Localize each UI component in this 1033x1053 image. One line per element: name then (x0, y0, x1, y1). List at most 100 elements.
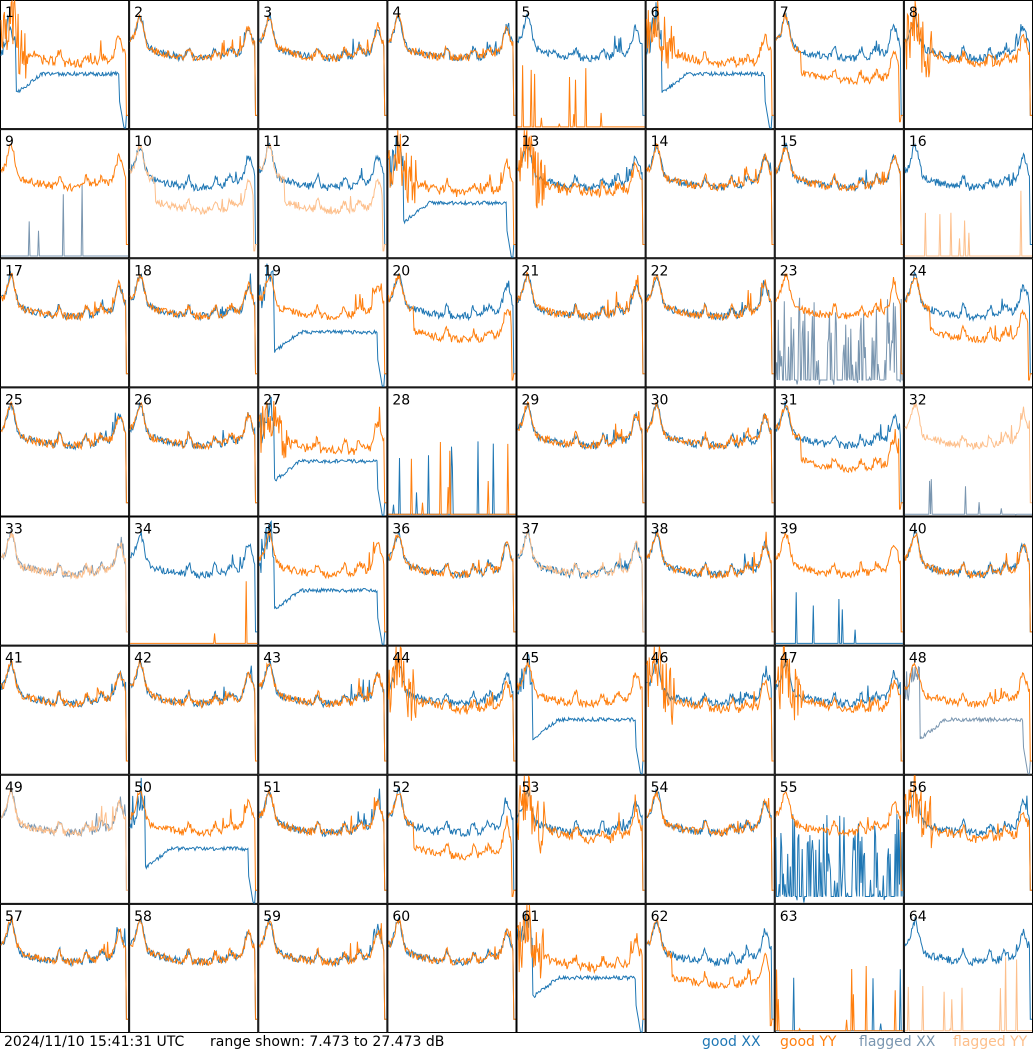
panel-number: 3 (263, 5, 272, 21)
panel-number: 23 (780, 263, 798, 279)
series-line-xx-2 (129, 16, 258, 116)
series-line-yy-61 (517, 904, 645, 1020)
series-line-yy-34 (130, 581, 258, 644)
panel-frame (258, 903, 388, 1033)
panel-frame (258, 774, 388, 904)
panel-number: 4 (392, 5, 401, 21)
panel-number: 6 (651, 5, 660, 21)
panel-number: 36 (392, 522, 410, 538)
timestamp: 2024/11/10 15:41:31 UTC (4, 1034, 185, 1050)
series-line-xx-34 (129, 531, 258, 633)
series-line-xx-40 (904, 530, 1032, 633)
panel-number: 1 (5, 5, 14, 21)
series-line-yy-62 (646, 917, 774, 1027)
series-line-yy-31 (775, 405, 903, 510)
panel-number: 16 (909, 134, 927, 150)
series-line-xx-47 (775, 660, 903, 762)
series-line-yy-24 (904, 276, 1032, 381)
panel-number: 40 (909, 522, 927, 538)
panel-number: 22 (651, 263, 669, 279)
series-line-yy-5 (517, 65, 645, 128)
panel-number: 30 (651, 392, 669, 408)
series-line-yy-11 (258, 143, 387, 252)
series-line-xx-52 (387, 788, 516, 891)
panel-frame (258, 0, 388, 130)
series-line-xx-50 (129, 777, 258, 904)
panel-number: 26 (134, 392, 152, 408)
panel-frame (645, 387, 775, 517)
panel-frame (774, 903, 904, 1033)
series-line-xx-57 (0, 919, 129, 1020)
series-line-xx-36 (387, 531, 516, 633)
series-line-xx-27 (258, 396, 387, 516)
series-line-xx-19 (258, 263, 387, 387)
panel-frame (516, 258, 646, 388)
series-line-yy-60 (387, 918, 516, 1020)
panel-number: 52 (392, 780, 410, 796)
panel-number: 60 (392, 909, 410, 925)
series-line-yy-56 (904, 775, 1032, 891)
panel-frame (774, 387, 904, 517)
series-line-yy-43 (258, 662, 387, 762)
series-line-yy-33 (0, 531, 129, 633)
series-line-yy-45 (517, 659, 645, 762)
series-line-yy-12 (387, 130, 516, 245)
panel-frame (516, 0, 646, 130)
series-line-yy-57 (0, 916, 129, 1020)
series-line-yy-42 (129, 658, 258, 762)
series-line-xx-58 (129, 918, 258, 1020)
series-line-yy-63 (775, 965, 903, 1032)
panel-number: 20 (392, 263, 410, 279)
panel-number: 27 (263, 392, 281, 408)
panel-number: 53 (522, 780, 540, 796)
series-line-yy-53 (517, 775, 645, 891)
panel-frame (0, 516, 130, 646)
panel-frame (258, 129, 388, 259)
panel-frame (129, 0, 259, 130)
series-line-yy-36 (387, 534, 516, 633)
panel-number: 62 (651, 909, 669, 925)
panel-number: 50 (134, 780, 152, 796)
panel-frame (387, 645, 517, 775)
series-line-yy-32 (904, 403, 1032, 504)
panel-number: 54 (651, 780, 669, 796)
series-line-xx-32 (904, 479, 1032, 516)
panel-frame (0, 774, 130, 904)
series-line-yy-58 (129, 918, 258, 1020)
series-line-xx-37 (517, 529, 645, 633)
panel-frame (0, 129, 130, 259)
panel-number: 10 (134, 134, 152, 150)
series-line-yy-51 (258, 788, 387, 891)
series-line-xx-31 (775, 401, 903, 504)
panel-frame (387, 774, 517, 904)
series-line-xx-55 (775, 813, 904, 903)
series-line-yy-10 (129, 144, 258, 252)
series-line-xx-59 (259, 918, 387, 1020)
panel-frame (645, 129, 775, 259)
panel-frame (129, 387, 259, 517)
series-line-yy-6 (646, 0, 774, 116)
series-line-yy-20 (387, 273, 516, 381)
panel-frame (387, 387, 517, 517)
series-line-yy-13 (517, 130, 645, 245)
panel-number: 9 (5, 134, 14, 150)
panel-frame (258, 516, 388, 646)
panel-frame (129, 774, 259, 904)
panel-number: 5 (522, 5, 531, 21)
series-line-yy-22 (646, 274, 774, 375)
series-line-yy-29 (517, 401, 645, 504)
series-line-xx-9 (1, 184, 129, 257)
panel-frame (645, 258, 775, 388)
panel-number: 58 (134, 909, 152, 925)
panel-number: 45 (522, 651, 540, 667)
series-line-yy-35 (258, 530, 387, 633)
panel-number: 44 (392, 651, 410, 667)
series-line-xx-12 (387, 136, 516, 258)
panel-frame (129, 129, 259, 259)
panel-frame (129, 258, 259, 388)
panel-frame (645, 903, 775, 1033)
panel-number: 47 (780, 651, 798, 667)
series-line-xx-41 (0, 661, 129, 762)
series-line-xx-61 (517, 912, 645, 1033)
panel-number: 39 (780, 522, 798, 538)
